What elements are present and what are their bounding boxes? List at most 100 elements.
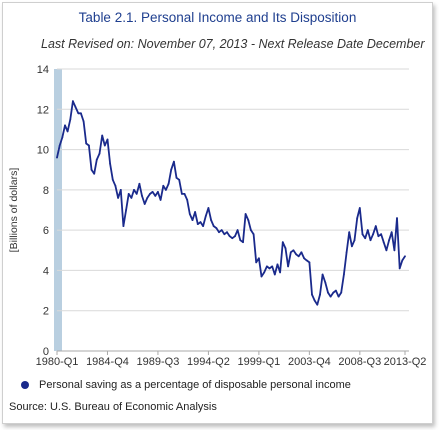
data-point xyxy=(351,245,353,248)
data-point xyxy=(263,271,266,274)
data-point xyxy=(194,211,197,213)
data-point xyxy=(80,112,82,115)
data-point xyxy=(369,239,372,242)
data-point xyxy=(343,273,345,276)
data-point xyxy=(69,118,72,121)
chart-subtitle: Last Revised on: November 07, 2013 - Nex… xyxy=(41,37,425,51)
x-tick-label: 1980-Q1 xyxy=(36,356,79,368)
legend-label: Personal saving as a percentage of dispo… xyxy=(39,379,351,391)
data-point xyxy=(74,106,77,109)
data-point xyxy=(175,176,178,179)
data-point xyxy=(364,237,367,240)
data-point xyxy=(316,303,319,306)
source-note: Source: U.S. Bureau of Economic Analysis xyxy=(9,401,217,413)
y-tick-label: 6 xyxy=(43,225,49,237)
data-point xyxy=(98,152,101,155)
data-point xyxy=(260,275,263,278)
x-tick-label: 2003-Q4 xyxy=(288,356,331,368)
data-point xyxy=(119,189,122,191)
data-point xyxy=(157,191,159,193)
data-point xyxy=(401,259,404,262)
data-point xyxy=(170,168,173,171)
data-point xyxy=(167,182,170,185)
data-point xyxy=(374,225,377,228)
data-point xyxy=(324,281,327,284)
data-point xyxy=(252,233,255,236)
data-point xyxy=(335,289,337,292)
data-point xyxy=(244,213,247,215)
data-point xyxy=(210,219,213,222)
data-point xyxy=(236,229,239,232)
data-point xyxy=(218,231,220,234)
data-point xyxy=(242,241,244,244)
data-point xyxy=(215,227,218,230)
data-point xyxy=(181,193,183,195)
data-point xyxy=(361,233,364,236)
recession-band xyxy=(54,69,62,351)
data-point xyxy=(127,193,130,195)
data-point xyxy=(239,239,242,242)
data-point xyxy=(250,229,252,232)
data-point xyxy=(85,142,88,145)
y-tick-label: 8 xyxy=(43,185,49,197)
chart-frame: Table 2.1. Personal Income and Its Dispo… xyxy=(2,2,433,424)
data-point xyxy=(207,207,210,209)
data-point xyxy=(173,160,175,163)
series-line xyxy=(56,100,406,306)
data-point xyxy=(353,239,356,242)
data-point xyxy=(90,168,93,171)
data-point xyxy=(223,233,226,236)
data-point xyxy=(196,223,199,226)
data-point xyxy=(268,267,271,270)
data-point xyxy=(255,261,258,264)
x-tick-label: 1989-Q3 xyxy=(137,356,180,368)
data-point xyxy=(111,178,114,181)
data-point xyxy=(313,299,316,302)
data-point xyxy=(297,255,300,258)
data-point xyxy=(151,191,154,193)
data-point xyxy=(372,233,374,236)
x-tick-label: 2008-Q3 xyxy=(338,356,381,368)
y-axis-title: [Billions of dollars] xyxy=(8,168,20,253)
legend-marker-icon xyxy=(21,381,29,389)
data-point xyxy=(226,231,228,234)
data-point xyxy=(228,235,231,238)
data-point xyxy=(396,217,398,220)
data-point xyxy=(284,247,287,250)
x-tick-label: 2013-Q2 xyxy=(384,356,427,368)
data-point xyxy=(165,189,167,191)
data-point xyxy=(273,273,276,276)
data-point xyxy=(162,184,165,187)
data-point xyxy=(88,144,90,147)
data-point xyxy=(56,156,58,159)
x-tick-label: 1994-Q2 xyxy=(187,356,230,368)
data-point xyxy=(212,225,215,228)
data-point xyxy=(327,291,329,294)
data-point xyxy=(143,203,146,205)
data-point xyxy=(149,193,151,195)
data-point xyxy=(390,231,393,234)
x-tick-label: 1999-Q1 xyxy=(237,356,280,368)
data-point xyxy=(231,237,234,240)
data-point xyxy=(319,293,321,296)
data-point xyxy=(122,225,125,228)
data-point xyxy=(117,197,119,199)
data-point xyxy=(292,249,295,252)
data-point xyxy=(220,229,223,232)
data-point xyxy=(329,295,332,298)
data-point xyxy=(138,182,141,185)
data-point xyxy=(141,195,143,197)
data-point xyxy=(340,291,343,294)
data-point xyxy=(202,225,205,228)
data-point xyxy=(308,261,311,264)
data-point xyxy=(380,233,382,236)
data-point xyxy=(101,134,104,137)
data-point xyxy=(114,184,117,187)
data-point xyxy=(321,273,324,276)
y-tick-label: 12 xyxy=(37,104,49,116)
data-point xyxy=(337,295,340,298)
data-point xyxy=(130,197,133,199)
data-point xyxy=(77,112,80,115)
data-point xyxy=(109,162,111,165)
data-point xyxy=(398,267,401,270)
